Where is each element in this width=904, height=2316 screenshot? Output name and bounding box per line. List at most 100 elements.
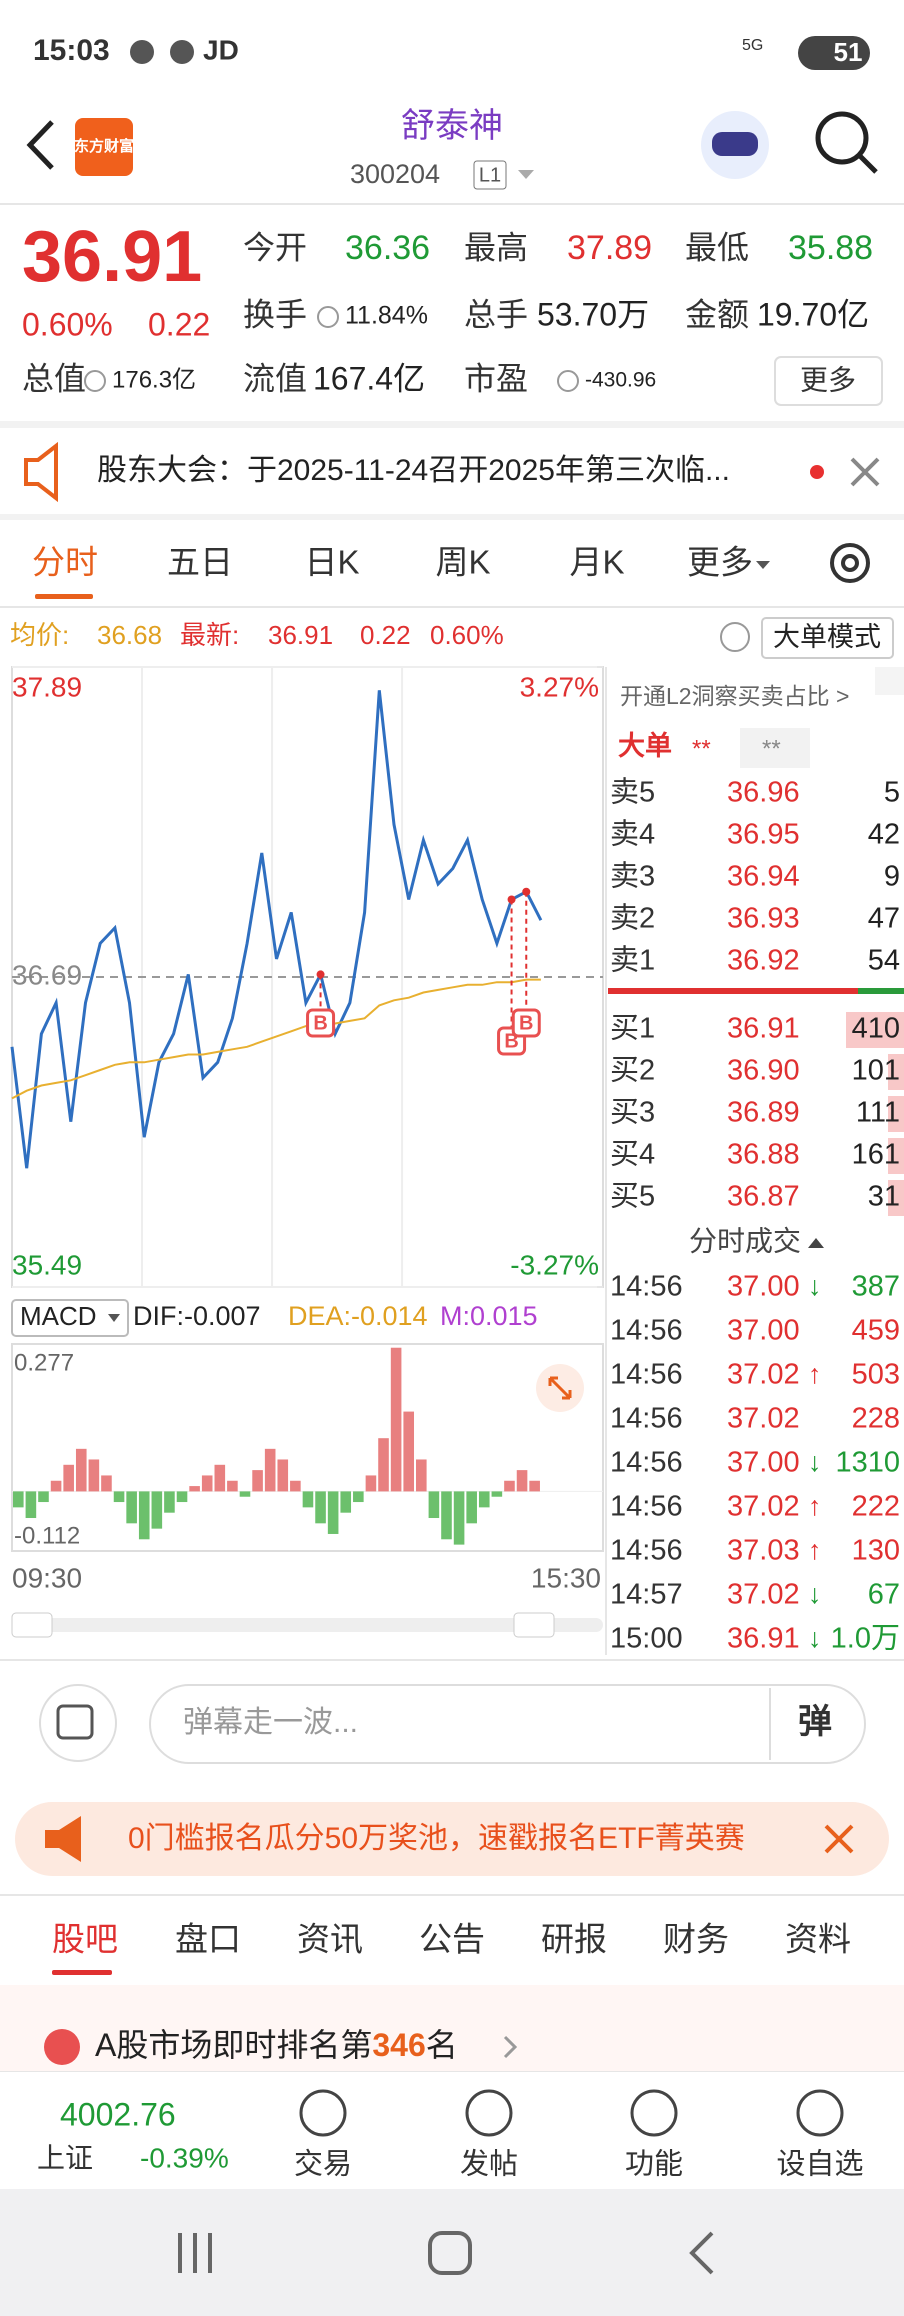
trade-direction: ↓ xyxy=(808,1579,822,1609)
tab[interactable]: 五日 xyxy=(167,544,233,581)
avg-label: 均价: xyxy=(10,620,69,650)
trade-time: 15:00 xyxy=(610,1623,683,1655)
action-icon[interactable] xyxy=(465,2089,513,2137)
section-tab[interactable]: 财务 xyxy=(663,1921,729,1958)
tab[interactable]: 日K xyxy=(304,544,359,581)
l2-link[interactable]: 开通L2洞察买卖占比 > xyxy=(620,683,849,709)
tab[interactable]: 更多 xyxy=(687,544,753,581)
tab[interactable]: 月K xyxy=(569,544,624,581)
stat-label: 金额 xyxy=(685,296,749,332)
section-tab[interactable]: 研报 xyxy=(541,1921,607,1958)
help-icon[interactable] xyxy=(720,622,750,652)
macd-bar xyxy=(390,1347,402,1492)
settings-button[interactable] xyxy=(830,543,870,583)
macd-bar xyxy=(428,1491,440,1519)
close-banner[interactable] xyxy=(824,1824,854,1854)
last-price: 36.91 xyxy=(22,217,202,297)
stat-label: 总值 xyxy=(22,360,86,396)
danmaku-placeholder[interactable]: 弹幕走一波... xyxy=(183,1706,358,1739)
macd-bar xyxy=(75,1448,87,1492)
price-line xyxy=(10,690,543,1169)
trade-price: 37.00 xyxy=(727,1271,800,1303)
back-button[interactable] xyxy=(26,120,54,170)
section-tab[interactable]: 公告 xyxy=(419,1921,485,1958)
tab[interactable]: 分时 xyxy=(32,544,98,581)
ratio-bar-sell xyxy=(858,988,904,994)
book-price: 36.93 xyxy=(727,903,800,935)
banner-text[interactable]: 0门槛报名瓜分50万奖池，速戳报名ETF菁英赛 xyxy=(128,1822,745,1855)
stock-name: 舒泰神 xyxy=(401,107,503,145)
section-tab[interactable]: 盘口 xyxy=(175,1921,241,1958)
indicator-legend: DEA:-0.014 xyxy=(288,1301,428,1331)
close-notice[interactable] xyxy=(850,457,880,487)
volume-highlight xyxy=(888,1138,904,1174)
danmaku-settings[interactable] xyxy=(39,1684,117,1762)
indicator-legend: M:0.015 xyxy=(440,1301,538,1331)
macd-bar xyxy=(466,1491,477,1524)
nav-back[interactable] xyxy=(689,2231,714,2275)
rank-row[interactable] xyxy=(0,1985,904,2071)
rank-part: 346 xyxy=(372,2027,425,2063)
section-tab[interactable]: 资讯 xyxy=(297,1921,363,1958)
scrollbar[interactable] xyxy=(12,1618,603,1632)
danmaku-input[interactable] xyxy=(149,1684,866,1764)
trade-price: 37.02 xyxy=(727,1403,800,1435)
macd-bar xyxy=(365,1475,377,1492)
trade-price: 37.02 xyxy=(727,1491,800,1523)
nav-home[interactable] xyxy=(428,2231,472,2275)
index-value[interactable]: 4002.76 xyxy=(60,2096,176,2132)
book-volume: 410 xyxy=(852,1013,900,1045)
masked-value: ** xyxy=(692,735,711,762)
indicator-selector[interactable] xyxy=(11,1299,129,1337)
volume-highlight xyxy=(888,1096,904,1132)
mode-text[interactable]: 大单模式 xyxy=(773,622,881,652)
macd-bar xyxy=(38,1491,49,1503)
book-price: 36.87 xyxy=(727,1181,800,1213)
rank-text[interactable]: A股市场即时排名第346名 xyxy=(95,2027,458,2063)
scroll-handle[interactable] xyxy=(513,1612,555,1638)
danmaku-button[interactable]: 弹 xyxy=(798,1703,832,1741)
action-label[interactable]: 发帖 xyxy=(460,2148,518,2181)
section-tab[interactable]: 股吧 xyxy=(52,1921,118,1958)
action-icon[interactable] xyxy=(630,2089,678,2137)
action-icon[interactable] xyxy=(796,2089,844,2137)
more-text[interactable]: 更多 xyxy=(800,364,856,395)
stat-value: 176.3亿 xyxy=(112,366,196,393)
stat-value: 11.84% xyxy=(345,302,428,330)
action-label[interactable]: 功能 xyxy=(625,2148,683,2181)
book-label: 卖2 xyxy=(610,903,655,935)
info-icon[interactable] xyxy=(557,370,579,392)
dropdown-arrow[interactable] xyxy=(518,170,534,179)
indicator-name[interactable]: MACD xyxy=(20,1301,97,1331)
macd-bar xyxy=(50,1480,62,1492)
search-button[interactable] xyxy=(815,111,869,165)
expand-icon xyxy=(548,1376,572,1400)
macd-bar xyxy=(176,1491,188,1503)
info-icon[interactable] xyxy=(317,306,339,328)
y-tick-label: 0.277 xyxy=(14,1349,74,1376)
index-name: 上证 xyxy=(37,2142,93,2173)
tab[interactable]: 周K xyxy=(435,544,490,581)
action-label[interactable]: 交易 xyxy=(294,2148,352,2181)
trade-volume: 222 xyxy=(852,1491,900,1523)
scroll-handle[interactable] xyxy=(11,1612,53,1638)
status-battery: 51 xyxy=(834,37,863,67)
book-volume: 31 xyxy=(868,1181,900,1213)
mode-button[interactable] xyxy=(761,617,894,659)
nav-recent[interactable] xyxy=(178,2233,212,2273)
stat-value: 37.89 xyxy=(567,229,652,267)
status-carrier: JD xyxy=(203,34,239,65)
macd-bar xyxy=(113,1491,125,1503)
notice-text[interactable]: 股东大会：于2025-11-24召开2025年第三次临... xyxy=(97,454,730,487)
banner[interactable] xyxy=(15,1802,889,1876)
trade-volume: 130 xyxy=(852,1535,900,1567)
macd-bar xyxy=(453,1491,465,1545)
sort-arrow xyxy=(808,1238,824,1248)
more-button[interactable] xyxy=(774,356,883,406)
action-icon[interactable] xyxy=(299,2089,347,2137)
action-label[interactable]: 设自选 xyxy=(776,2148,863,2181)
section-tab[interactable]: 资料 xyxy=(785,1921,851,1958)
info-icon[interactable] xyxy=(84,370,106,392)
panel-close[interactable] xyxy=(875,667,904,695)
